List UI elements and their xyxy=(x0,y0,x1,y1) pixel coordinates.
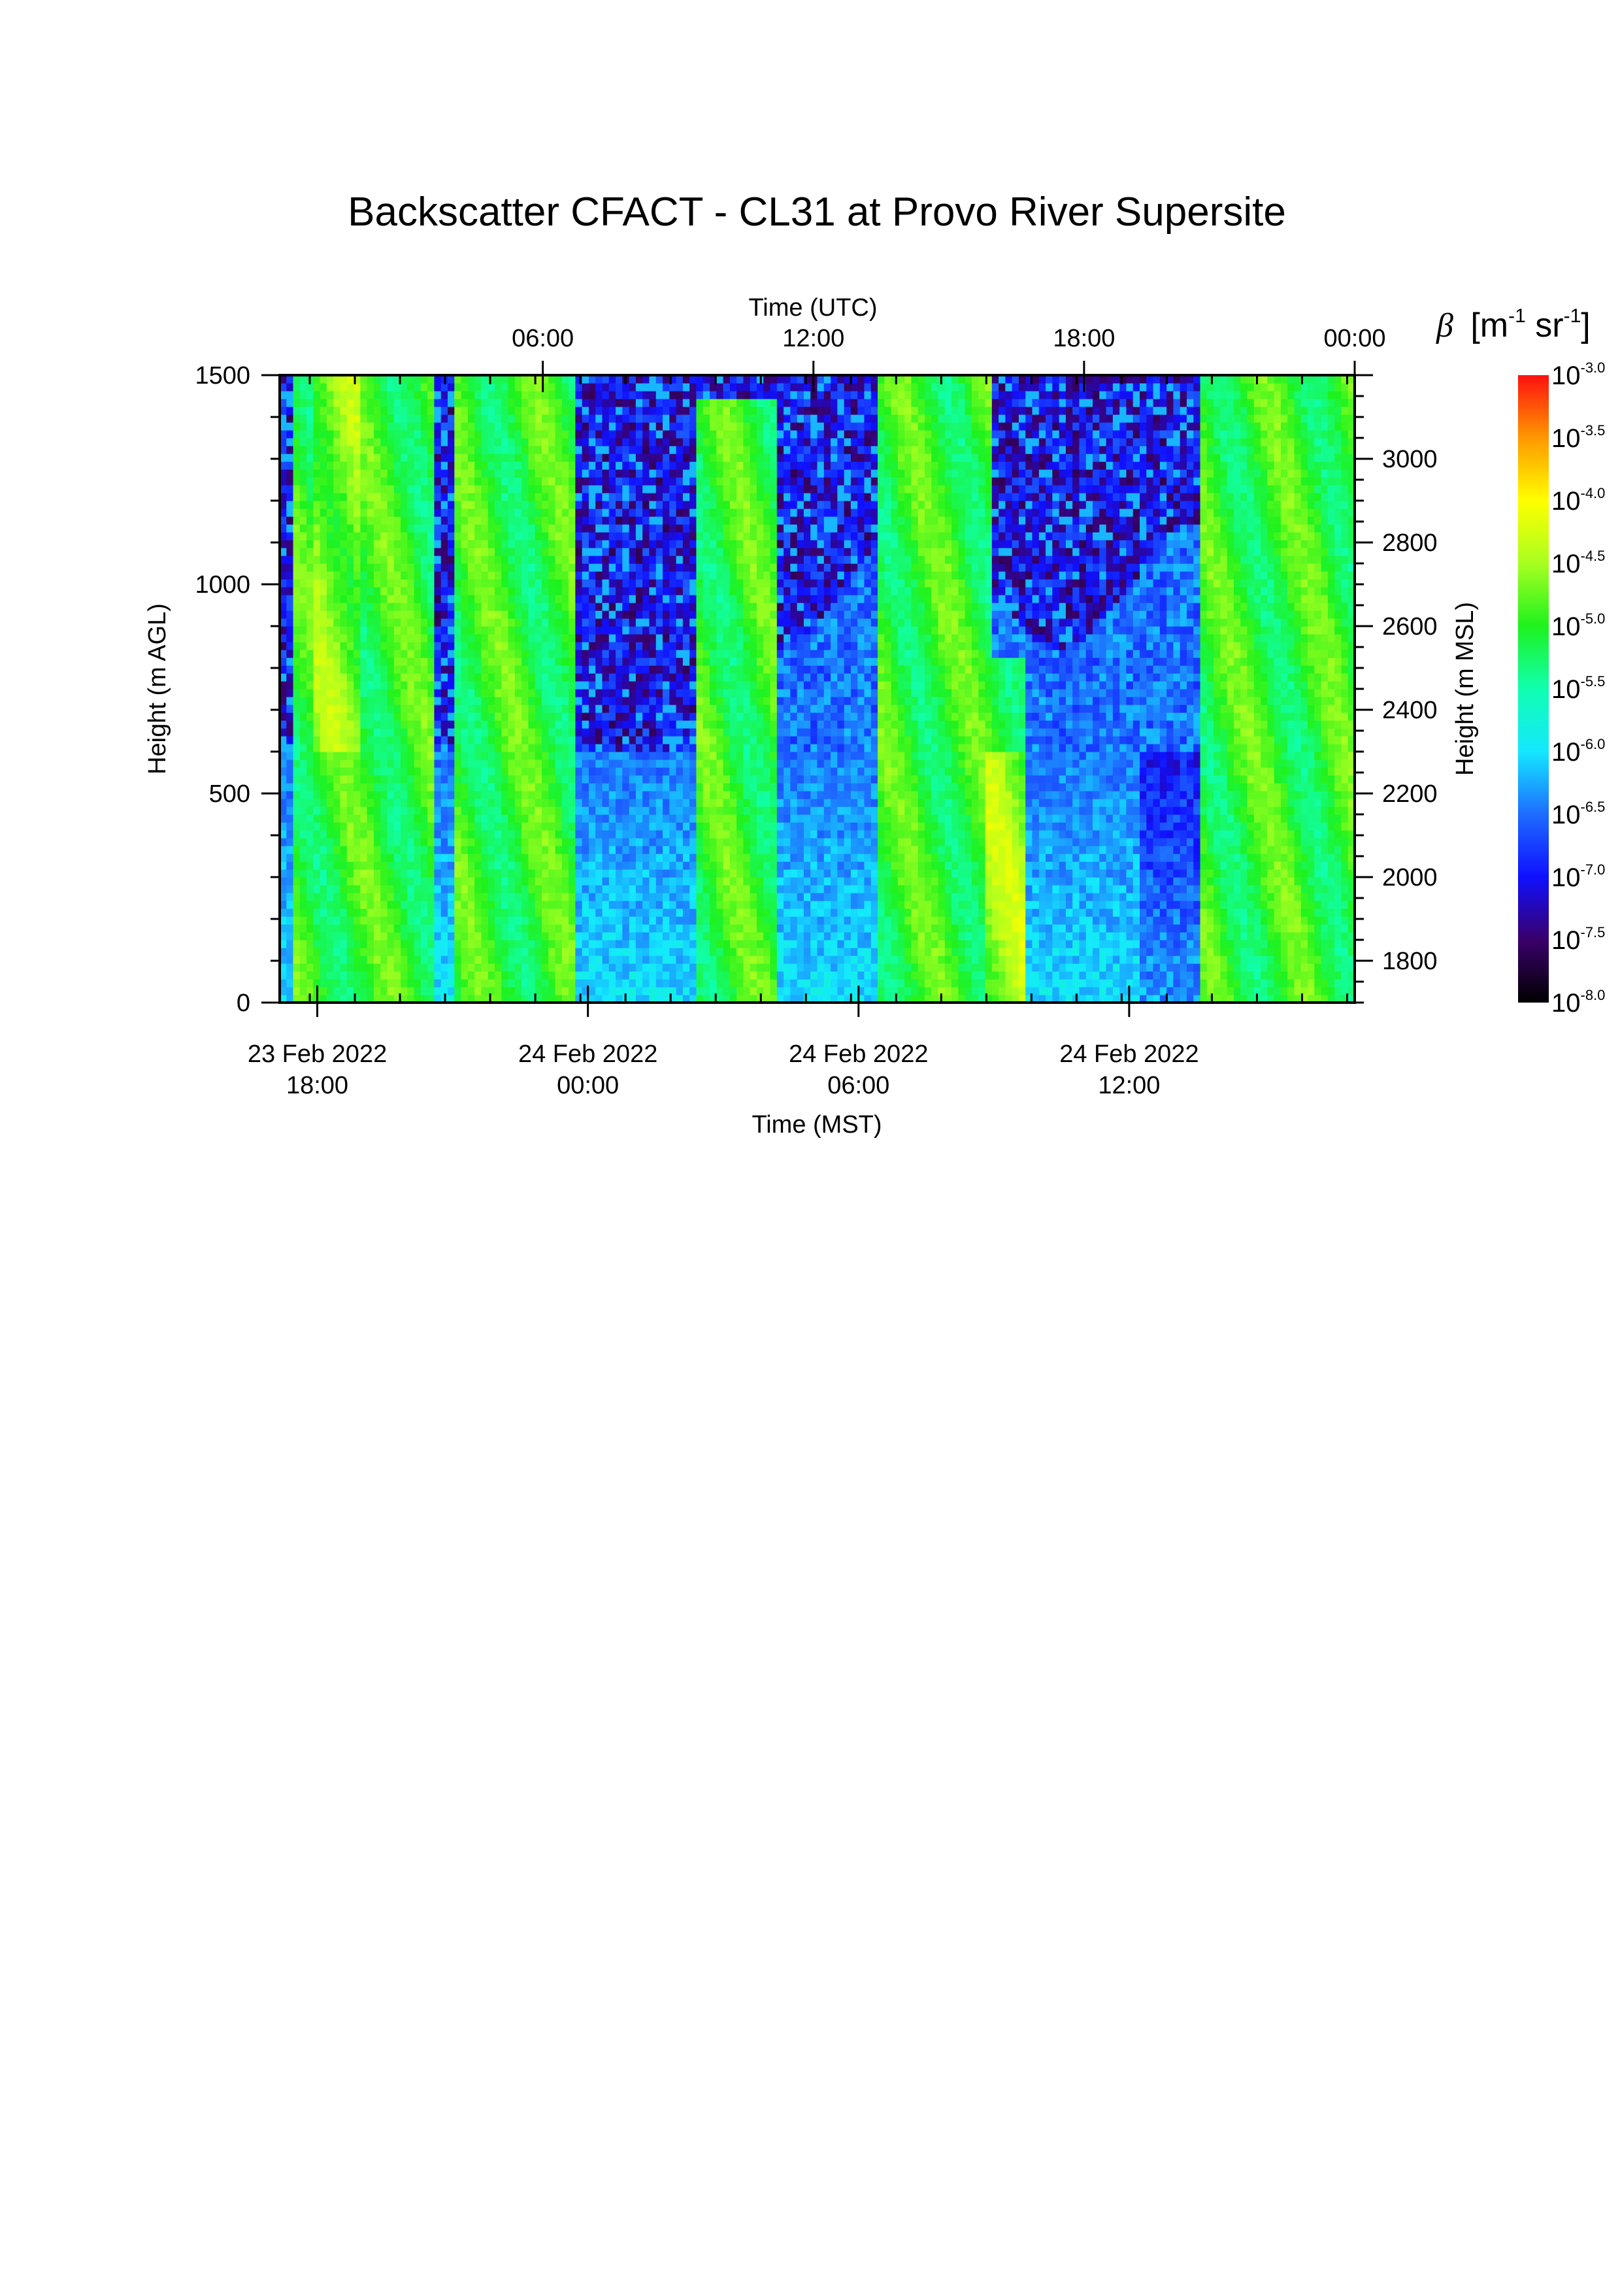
x-bottom-tick-labels: 23 Feb 2022 18:00 24 Feb 2022 00:00 24 Feb 2… xyxy=(248,1040,1199,1099)
x-bottom-tick-date: 24 Feb 2022 xyxy=(789,1040,928,1068)
y-right-tick-label: 3000 xyxy=(1382,446,1438,473)
colorbar-tick-label: 10-4.5 xyxy=(1551,548,1605,578)
colorbar-units-exp1: -1 xyxy=(1508,305,1526,327)
colorbar-units-end: ] xyxy=(1581,307,1590,344)
y-right-axis-label: Height (m MSL) xyxy=(1451,602,1479,776)
x-bottom-tick-date: 23 Feb 2022 xyxy=(248,1040,387,1068)
y-right-tick-label: 2200 xyxy=(1382,780,1438,808)
y-left-tick-labels: 0 500 1000 1500 xyxy=(195,362,250,1017)
backscatter-heatmap xyxy=(280,375,1355,1003)
x-top-axis-label: Time (UTC) xyxy=(749,294,878,322)
colorbar-units-mid: sr xyxy=(1526,307,1564,344)
y-left-axis-label: Height (m AGL) xyxy=(144,603,171,774)
x-bottom-tick-time: 06:00 xyxy=(827,1072,889,1099)
colorbar-tick-label: 10-3.5 xyxy=(1551,422,1605,453)
x-bottom-tick-date: 24 Feb 2022 xyxy=(518,1040,657,1068)
x-bottom-tick-time: 00:00 xyxy=(557,1072,619,1099)
x-top-tick-label: 00:00 xyxy=(1323,325,1385,352)
x-bottom-tick-time: 12:00 xyxy=(1098,1072,1160,1099)
colorbar xyxy=(1518,375,1549,1003)
colorbar-tick-label: 10-8.0 xyxy=(1551,987,1605,1018)
colorbar-units-base: [m xyxy=(1470,307,1508,344)
chart-title: Backscatter CFACT - CL31 at Provo River … xyxy=(348,190,1286,235)
y-right-tick-label: 1800 xyxy=(1382,948,1438,975)
colorbar-tick-label: 10-5.0 xyxy=(1551,610,1605,641)
colorbar-tick-labels: 10-3.0 10-3.5 10-4.0 10-4.5 10-5.0 10-5.5 10-6… xyxy=(1551,359,1605,1018)
x-top-tick-label: 06:00 xyxy=(512,325,574,352)
y-left-tick-label: 1500 xyxy=(195,362,250,390)
colorbar-tick-label: 10-6.5 xyxy=(1551,799,1605,829)
y-left-tick-label: 0 xyxy=(237,990,250,1017)
y-right-tick-label: 2600 xyxy=(1382,613,1438,641)
x-top-tick-label: 18:00 xyxy=(1053,325,1115,352)
colorbar-tick-label: 10-5.5 xyxy=(1551,673,1605,704)
y-right-tick-labels: 1800 2000 2200 2400 2600 2800 3000 xyxy=(1382,446,1438,975)
colorbar-tick-label: 10-7.5 xyxy=(1551,924,1605,955)
colorbar-tick-label: 10-4.0 xyxy=(1551,485,1605,516)
y-right-tick-label: 2400 xyxy=(1382,697,1438,724)
x-bottom-axis-label: Time (MST) xyxy=(752,1111,882,1139)
colorbar-title: β [m-1 sr-1] xyxy=(1436,305,1591,344)
colorbar-units-exp2: -1 xyxy=(1564,305,1581,327)
colorbar-tick-label: 10-3.0 xyxy=(1551,359,1605,390)
y-right-tick-label: 2800 xyxy=(1382,529,1438,557)
x-top-tick-labels: 06:00 12:00 18:00 00:00 xyxy=(512,325,1385,352)
x-top-tick-label: 12:00 xyxy=(782,325,844,352)
x-bottom-tick-time: 18:00 xyxy=(286,1072,348,1099)
x-bottom-tick-date: 24 Feb 2022 xyxy=(1059,1040,1198,1068)
colorbar-tick-label: 10-7.0 xyxy=(1551,861,1605,892)
y-left-tick-label: 500 xyxy=(209,780,250,808)
beta-symbol: β xyxy=(1436,307,1453,344)
colorbar-tick-label: 10-6.0 xyxy=(1551,736,1605,767)
y-right-tick-label: 2000 xyxy=(1382,864,1438,891)
y-left-tick-label: 1000 xyxy=(195,571,250,599)
